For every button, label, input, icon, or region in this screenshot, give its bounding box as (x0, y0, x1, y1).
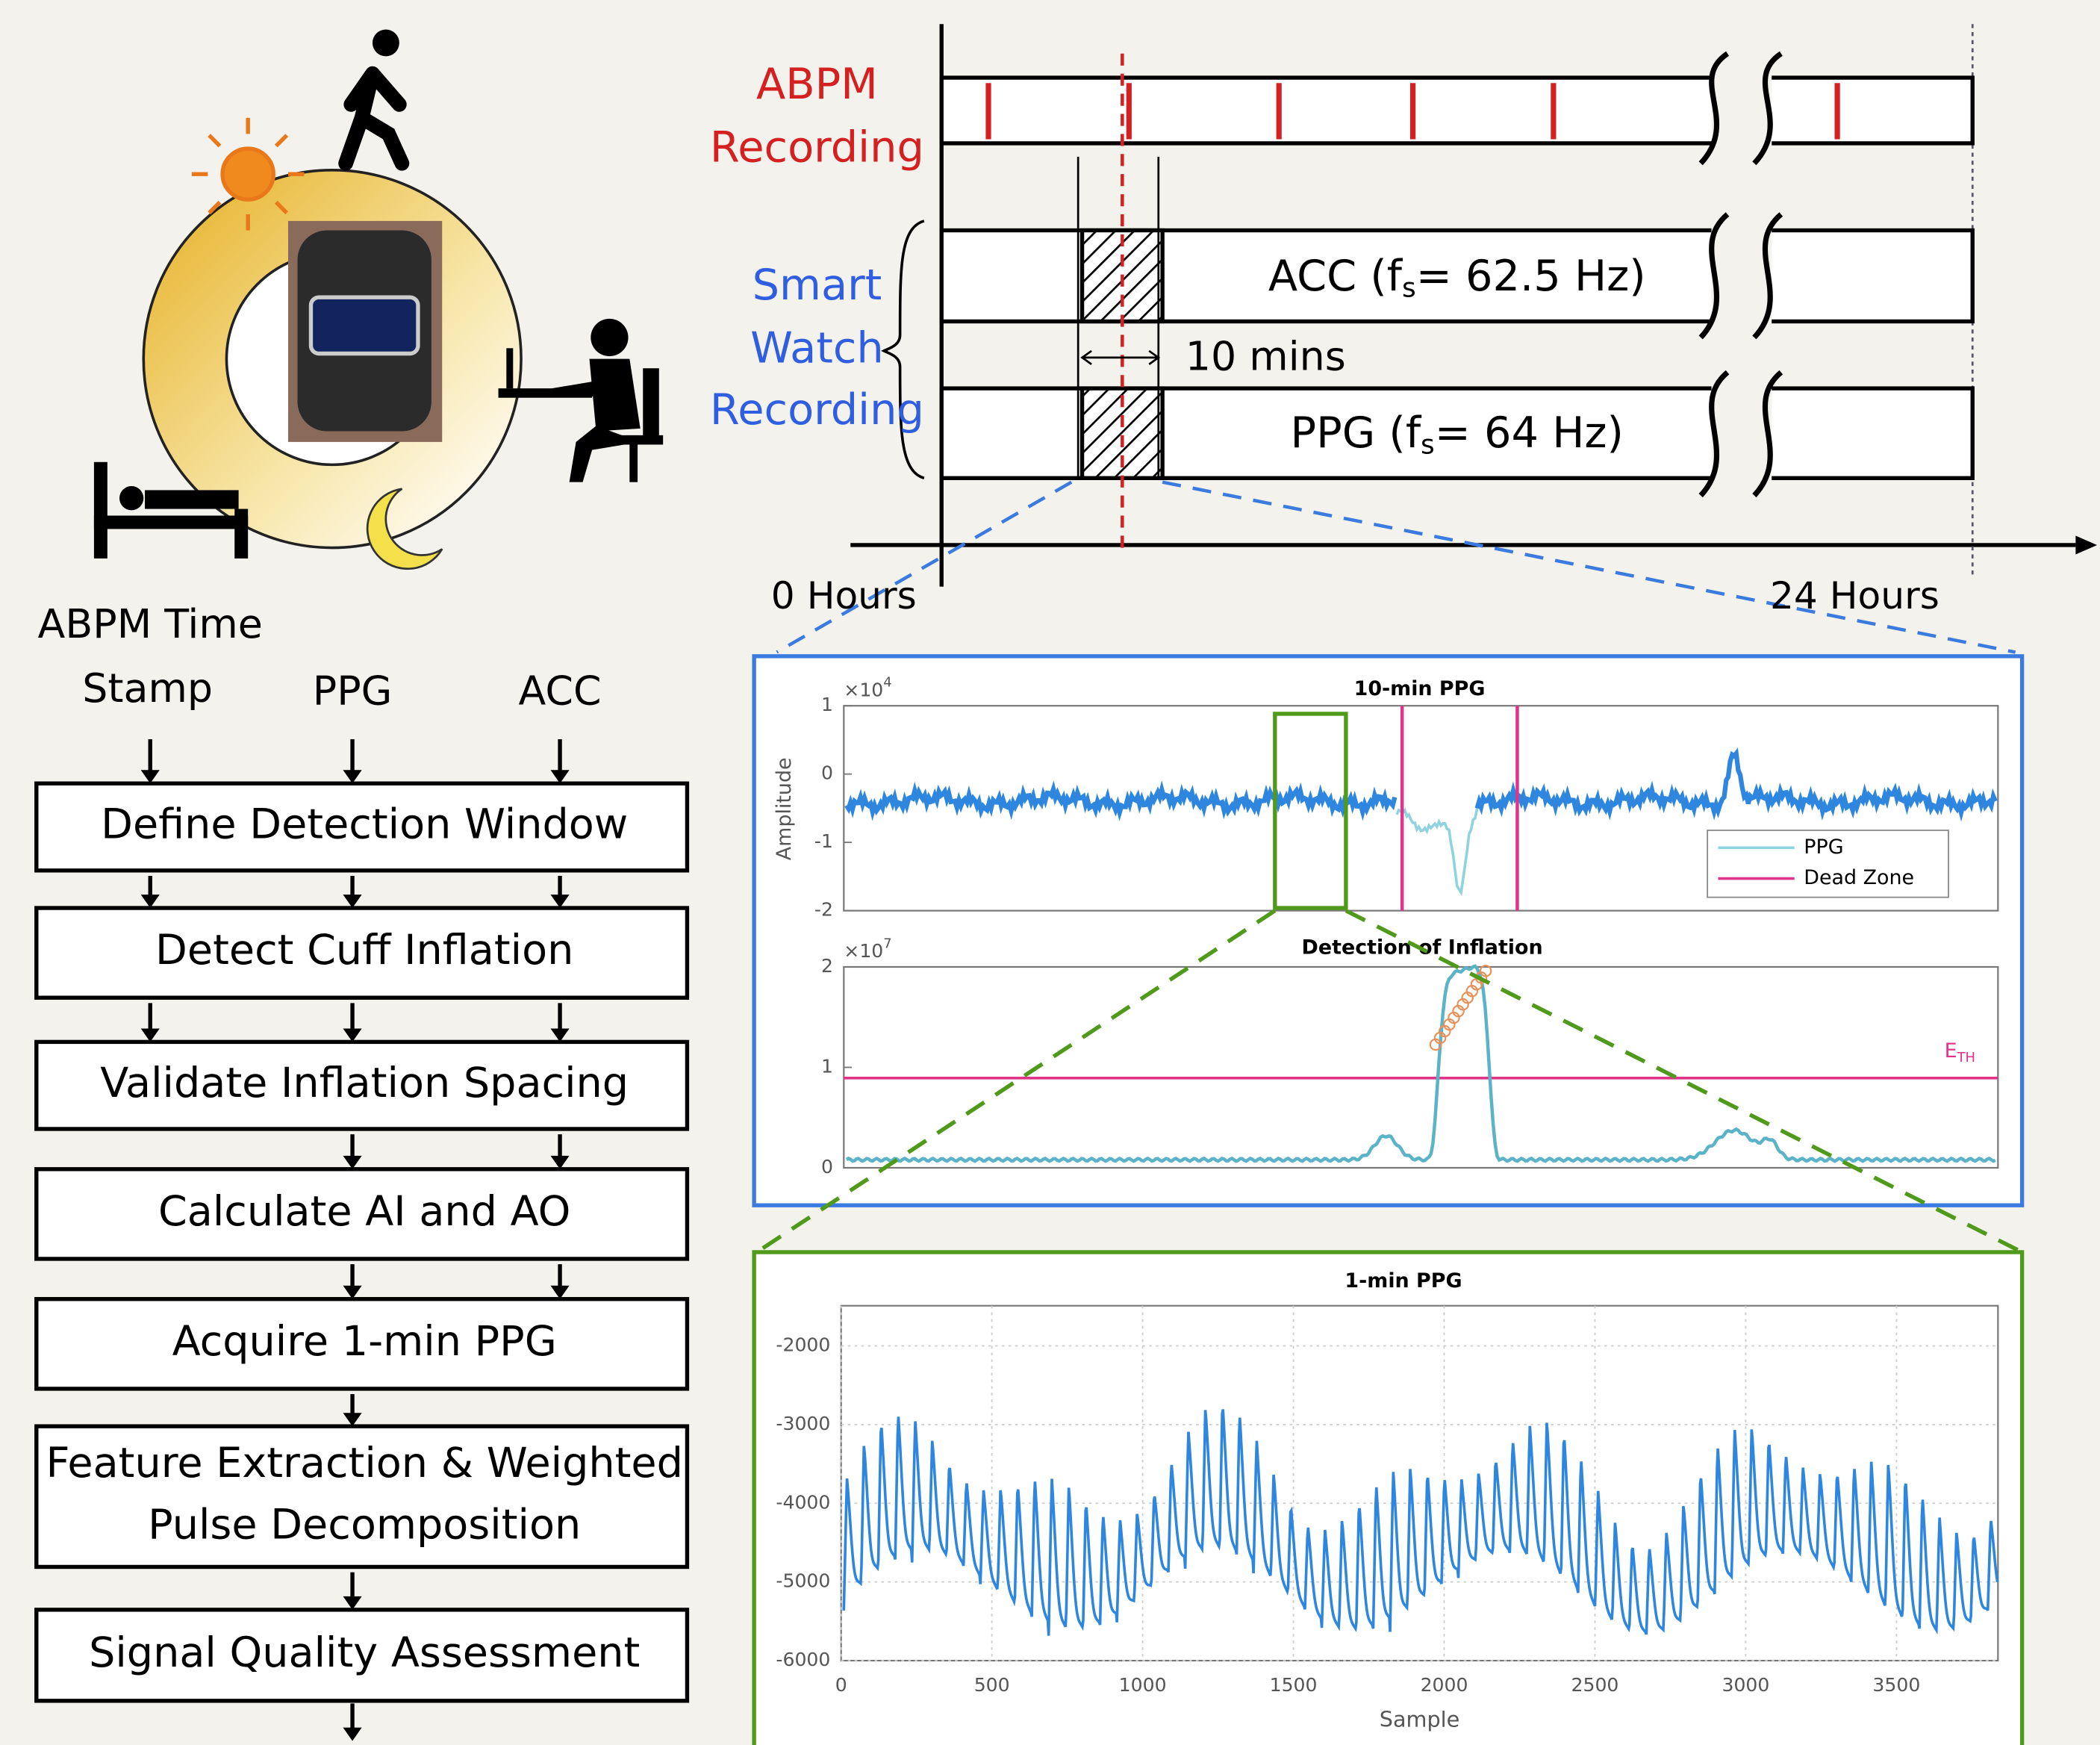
x-tick-label: 1500 (1270, 1674, 1318, 1696)
x-tick-label: 3000 (1722, 1674, 1769, 1696)
y-tick-label: 0 (821, 762, 833, 784)
window-label: 10 mins (1185, 332, 1346, 379)
y-tick-label: -4000 (776, 1491, 830, 1513)
y-tick-label: -5000 (776, 1570, 830, 1592)
walker (346, 29, 402, 163)
label-text: PPG (f (1291, 408, 1422, 458)
x-tick-label: 1000 (1119, 1674, 1167, 1696)
y-tick-label: 1 (821, 1055, 833, 1077)
desk-worker (499, 319, 664, 482)
plot-axes (844, 967, 1998, 1168)
smartwatch-label: Watch (750, 323, 884, 373)
timeline (777, 24, 2097, 652)
x-tick-label: 3500 (1872, 1674, 1920, 1696)
multiplier-base: ×10 (844, 940, 883, 962)
legend-label: PPG (1804, 836, 1843, 859)
label-text: = 62.5 Hz) (1416, 251, 1646, 301)
x-tick-label: 500 (974, 1674, 1010, 1696)
step-label: Calculate AI and AO (158, 1187, 570, 1236)
y-tick-label: 2 (821, 955, 833, 977)
plot-title: 10-min PPG (1354, 677, 1486, 700)
legend-label: Dead Zone (1804, 866, 1914, 889)
step-label: Acquire 1-min PPG (172, 1317, 557, 1366)
label-text: ACC (f (1268, 251, 1403, 301)
multiplier-base: ×10 (844, 679, 883, 700)
start-label: 0 Hours (771, 573, 917, 618)
illustration (94, 29, 663, 568)
y-axis-label: Amplitude (773, 757, 796, 860)
y-tick-label: -3000 (776, 1413, 830, 1434)
end-label: 24 Hours (1770, 573, 1939, 618)
input-label: ACC (519, 668, 602, 715)
input-label: Stamp (82, 665, 213, 712)
subscript: s (1421, 429, 1435, 460)
zoom-line (1162, 482, 2015, 653)
abpm-track (941, 78, 1972, 143)
y-tick-label: 0 (821, 1156, 833, 1178)
plot-title: 1-min PPG (1345, 1269, 1462, 1293)
step-label: Define Detection Window (101, 800, 628, 849)
input-label: ABPM Time (38, 600, 263, 647)
y-tick-label: -6000 (776, 1649, 830, 1670)
axis-arrow (2075, 535, 2097, 554)
abpm-label: ABPM (756, 59, 878, 109)
step-label: Validate Inflation Spacing (100, 1059, 629, 1107)
threshold-sub: TH (1957, 1050, 1975, 1066)
x-axis-label: Sample (1380, 1707, 1460, 1732)
abpm-label: Recording (710, 122, 924, 172)
y-tick-label: -1 (814, 830, 833, 852)
multiplier-exp: 7 (883, 936, 891, 951)
acc-label: ACC (fs= 62.5 Hz) (1268, 251, 1646, 304)
zoom-line (777, 482, 1072, 653)
watch-screen (311, 297, 417, 353)
y-tick-label: -2000 (776, 1334, 830, 1356)
step-label: Pulse Decomposition (148, 1501, 581, 1549)
track-breaks (1712, 54, 1772, 496)
ppg-label: PPG (fs= 64 Hz) (1291, 408, 1624, 461)
step-label: Feature Extraction & Weighted (46, 1439, 682, 1487)
input-label: PPG (313, 668, 393, 715)
flow-arrowhead (343, 1728, 362, 1741)
brace (884, 221, 924, 478)
y-tick-label: 1 (821, 694, 833, 715)
threshold-base: E (1945, 1039, 1957, 1062)
x-tick-label: 2000 (1421, 1674, 1468, 1696)
subscript: s (1402, 273, 1416, 303)
step-label: Detect Cuff Inflation (155, 926, 573, 974)
smartwatch-label: Recording (710, 385, 924, 435)
page: {"timeline":{"abpm_label":["ABPM","Recor… (0, 0, 2100, 1745)
smartwatch-label: Smart (753, 260, 882, 310)
x-tick-label: 2500 (1571, 1674, 1619, 1696)
step-label: Signal Quality Assessment (89, 1629, 640, 1677)
window-arrow (1082, 351, 1159, 364)
x-tick-label: 0 (835, 1674, 847, 1696)
figure: ABPMRecordingSmartWatchRecordingACC (fs=… (0, 0, 2100, 1745)
plot-axes (841, 1306, 1998, 1661)
multiplier-exp: 4 (883, 675, 891, 691)
flow-arrowhead (343, 1596, 362, 1610)
y-tick-label: -2 (814, 899, 833, 921)
label-text: = 64 Hz) (1435, 408, 1624, 458)
